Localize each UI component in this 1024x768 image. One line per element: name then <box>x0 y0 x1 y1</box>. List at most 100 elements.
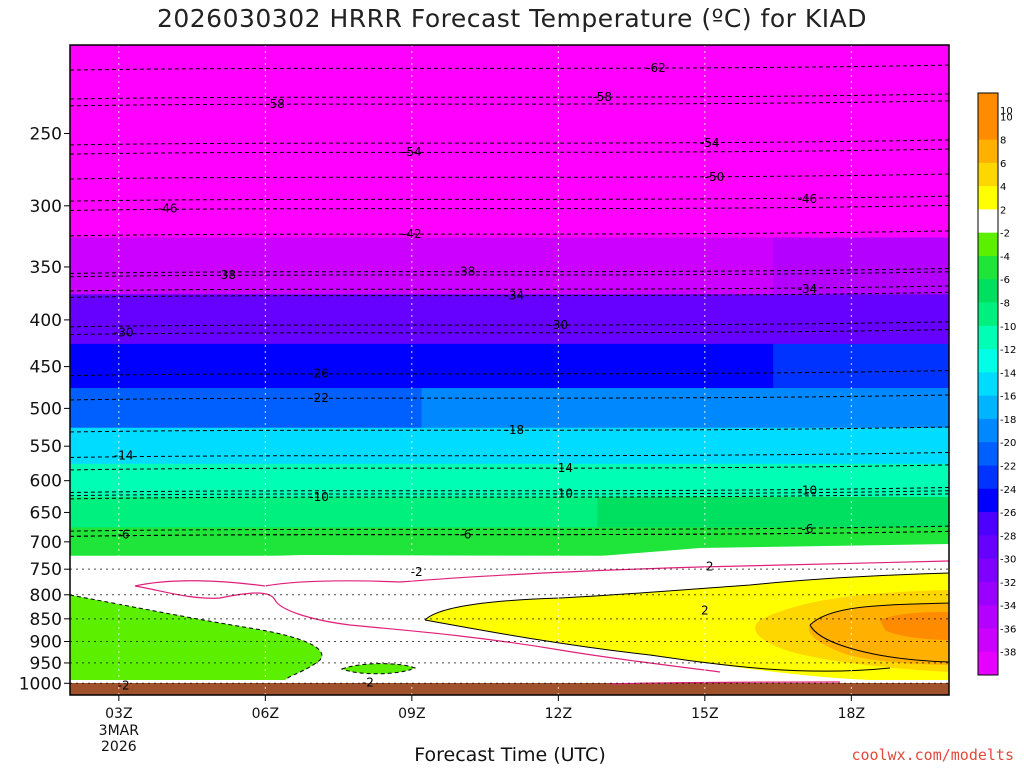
colorbar-label: -38 <box>1000 648 1016 659</box>
isotherm-zero-loop <box>134 585 721 673</box>
colorbar: 10 8 6 4 2 -2 -4 -6 -8 -10 -12 -14 -16 -18 -20 -22 -24 -2… <box>977 92 1016 676</box>
band-cold-green-patch <box>342 663 415 674</box>
contour-label: -46 <box>158 201 178 215</box>
contour-line <box>70 204 949 211</box>
contour-label: -30 <box>114 326 134 340</box>
temperature-cell <box>70 388 247 429</box>
temperature-cell <box>773 388 949 429</box>
x-tick-label: 09Z <box>398 706 425 722</box>
temperature-cell <box>597 388 774 429</box>
y-tick-label: 750 <box>30 560 62 580</box>
y-tick-label: 900 <box>30 632 62 652</box>
contour-label: -6 <box>801 522 813 536</box>
temperature-cell <box>245 294 423 345</box>
colorbar-label: -4 <box>1000 252 1010 263</box>
contour-label: -14 <box>114 448 134 462</box>
plot-frame <box>69 44 950 696</box>
temperature-cell <box>70 343 247 389</box>
contour-line <box>70 486 949 493</box>
colorbar-swatch <box>978 465 998 490</box>
credit-text: coolwx.com/modelts <box>851 746 1014 764</box>
colorbar-label: -18 <box>1000 415 1016 426</box>
temperature-cell <box>773 125 949 179</box>
temperature-cell <box>421 527 598 557</box>
colorbar-swatch <box>978 488 998 513</box>
temperature-cell <box>245 343 423 389</box>
y-tick-label: 1000 <box>19 674 62 694</box>
temperature-cell <box>773 178 949 239</box>
colorbar-swatch <box>978 116 998 140</box>
temperature-cell <box>773 343 949 389</box>
contour-line <box>70 451 949 458</box>
y-tick-label: 450 <box>30 358 62 378</box>
y-tick-label: 950 <box>30 654 62 674</box>
contour-label: -2 <box>411 565 423 579</box>
colorbar-label: -36 <box>1000 624 1016 635</box>
colorbar-label: -28 <box>1000 531 1016 542</box>
contour-line <box>70 64 949 71</box>
colorbar-label: 10 <box>1000 106 1013 117</box>
y-tick-label: 650 <box>30 503 62 523</box>
contour-line <box>70 267 949 274</box>
contour-label: -34 <box>798 282 818 296</box>
chart-title: 2026030302 HRRR Forecast Temperature (ºC… <box>156 4 868 33</box>
temperature-cell <box>245 45 423 75</box>
colorbar-swatch <box>978 232 998 257</box>
temperature-cell <box>773 237 949 295</box>
colorbar-label: -2 <box>1000 229 1010 240</box>
temperature-cell <box>597 73 774 126</box>
temperature-cell <box>421 45 598 75</box>
colorbar-frame <box>977 92 999 676</box>
colorbar-swatch <box>978 325 998 350</box>
y-tick-label: 550 <box>30 437 62 457</box>
contour-label: -46 <box>798 192 818 206</box>
temperature-cell <box>773 45 949 75</box>
temperature-cell <box>245 237 423 295</box>
contour-label: -14 <box>553 461 573 475</box>
contour-line <box>70 370 949 377</box>
temperature-cell <box>245 388 423 429</box>
colorbar-swatch <box>978 186 998 210</box>
gridlines <box>70 45 949 695</box>
contour-line <box>70 100 949 107</box>
temperature-cell <box>421 343 598 389</box>
x-tick-label: 03Z <box>105 706 132 722</box>
colorbar-label: 8 <box>1000 136 1006 147</box>
y-tick-label: 850 <box>30 610 62 630</box>
x-tick-label: 06Z <box>252 706 279 722</box>
contour-label: -2 <box>118 678 130 692</box>
contour-line <box>70 195 949 202</box>
contour-label: -58 <box>265 97 285 111</box>
colorbar-label: -12 <box>1000 345 1016 356</box>
colorbar-swatch <box>978 93 998 117</box>
contour-label: -50 <box>705 170 725 184</box>
contour-line <box>70 530 949 537</box>
colorbar-label: 10 <box>1000 112 1013 123</box>
x-tick-label: 12Z <box>545 706 572 722</box>
contour-line <box>70 490 949 497</box>
colorbar-swatch <box>978 349 998 373</box>
colorbar-swatch <box>978 139 998 164</box>
colorbar-swatch <box>978 628 998 653</box>
contour-label: -6 <box>118 527 130 541</box>
temperature-cell <box>245 73 423 126</box>
y-tick-label: 250 <box>30 124 62 144</box>
temperature-cell <box>245 463 423 498</box>
contour-label: -54 <box>402 145 422 159</box>
temperature-cell <box>421 496 598 528</box>
contour-label: -42 <box>402 227 422 241</box>
x-tick-sublabel: 3MAR <box>99 723 140 739</box>
contour-label: -62 <box>646 61 666 75</box>
contour-freezing-2 <box>340 663 417 675</box>
contour-line <box>70 525 949 532</box>
temperature-cell <box>773 294 949 345</box>
colorbar-swatch <box>978 395 998 420</box>
band-cold-green-surface <box>70 595 322 680</box>
colorbar-label: -26 <box>1000 508 1016 519</box>
temperature-cell <box>70 73 247 126</box>
x-axis-label: Forecast Time (UTC) <box>414 744 606 766</box>
colorbar-swatch <box>978 442 998 466</box>
colorbar-swatch <box>978 581 998 606</box>
contour-label: -38 <box>456 264 476 278</box>
colorbar-label: -10 <box>1000 322 1016 333</box>
